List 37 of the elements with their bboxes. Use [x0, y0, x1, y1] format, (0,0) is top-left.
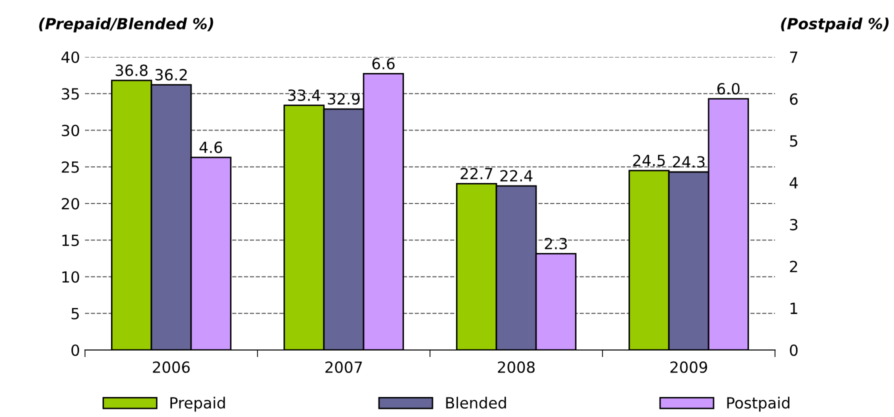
x-tick-label: 2006	[152, 361, 190, 373]
x-tick-label: 2009	[670, 361, 708, 373]
y2-tick-label: 0	[790, 344, 798, 356]
x-tick-label: 2008	[498, 361, 535, 373]
x-tick-label: 2007	[325, 361, 362, 373]
data-label: 36.2	[155, 68, 187, 80]
data-label: 4.6	[200, 142, 222, 154]
y2-tick-label: 3	[790, 218, 798, 230]
y2-axis-title: (Postpaid %)	[781, 18, 889, 32]
data-label: 6.6	[372, 58, 395, 70]
y2-tick-label: 5	[790, 135, 798, 147]
y-tick-label: 30	[62, 124, 80, 136]
y-tick-label: 40	[61, 51, 80, 64]
data-label: 32.9	[328, 93, 360, 105]
data-label: 2.3	[544, 238, 567, 250]
data-label: 36.8	[116, 64, 148, 76]
legend-label: Blended	[446, 396, 506, 409]
y-tick-label: 10	[62, 271, 80, 283]
legend-label: Postpaid	[727, 396, 790, 412]
y2-tick-label: 4	[790, 177, 798, 188]
y-tick-label: 0	[71, 344, 80, 356]
data-label: 24.3	[672, 156, 705, 168]
y2-tick-label: 2	[790, 260, 798, 272]
data-label: 24.5	[633, 154, 665, 166]
data-label: 6.0	[717, 82, 740, 95]
y-tick-label: 35	[62, 88, 79, 100]
data-label: 22.7	[460, 168, 492, 180]
y2-tick-label: 6	[790, 93, 798, 105]
y2-tick-label: 1	[790, 302, 798, 314]
data-label: 22.4	[500, 170, 532, 182]
y-tick-label: 15	[62, 234, 79, 246]
y2-tick-label: 7	[790, 52, 798, 63]
legend-label: Prepaid	[170, 396, 225, 412]
y-tick-label: 25	[62, 161, 79, 173]
y-tick-label: 20	[62, 198, 80, 210]
y-tick-label: 5	[72, 308, 79, 320]
y-axis-title: (Prepaid/Blended %)	[39, 18, 214, 32]
